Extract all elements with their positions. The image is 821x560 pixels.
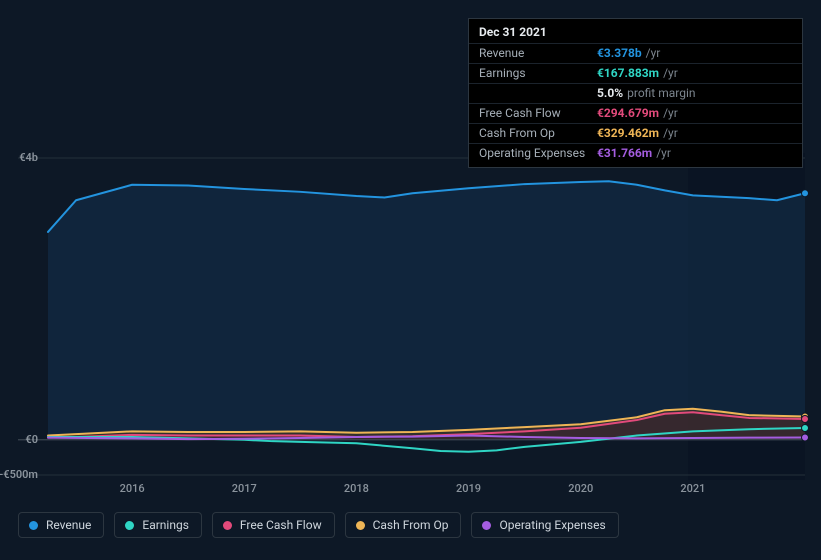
legend-dot-icon <box>29 521 38 530</box>
legend-item-earnings[interactable]: Earnings <box>114 512 202 538</box>
y-axis-tick-label: €4b <box>0 151 38 164</box>
legend-dot-icon <box>125 521 134 530</box>
tooltip-row-unit: /yr <box>663 66 678 81</box>
tooltip-title: Dec 31 2021 <box>469 25 802 43</box>
x-axis-tick-label: 2021 <box>680 482 705 495</box>
chart-tooltip: Dec 31 2021 Revenue€3.378b/yrEarnings€16… <box>468 18 803 168</box>
legend-item-operating_expenses[interactable]: Operating Expenses <box>471 512 618 538</box>
legend-item-label: Operating Expenses <box>499 518 605 532</box>
tooltip-row-unit: /yr <box>663 126 678 141</box>
tooltip-row-label: Operating Expenses <box>479 146 597 161</box>
legend-item-label: Cash From Op <box>373 518 449 532</box>
tooltip-row-value: €31.766m <box>597 146 652 161</box>
legend-item-revenue[interactable]: Revenue <box>18 512 104 538</box>
legend-item-label: Earnings <box>142 518 189 532</box>
tooltip-row-label <box>479 86 597 101</box>
legend-item-label: Free Cash Flow <box>240 518 322 532</box>
tooltip-row-value: €167.883m <box>597 66 659 81</box>
tooltip-row-label: Earnings <box>479 66 597 81</box>
tooltip-row-unit: /yr <box>646 46 661 61</box>
tooltip-row-label: Cash From Op <box>479 126 597 141</box>
x-axis-tick-label: 2019 <box>456 482 481 495</box>
legend-item-free_cash_flow[interactable]: Free Cash Flow <box>212 512 335 538</box>
tooltip-row: Operating Expenses€31.766m/yr <box>469 143 802 163</box>
legend-dot-icon <box>223 521 232 530</box>
legend-item-label: Revenue <box>46 518 91 532</box>
tooltip-row-label: Revenue <box>479 46 597 61</box>
legend-item-cash_from_op[interactable]: Cash From Op <box>345 512 462 538</box>
tooltip-row: Revenue€3.378b/yr <box>469 43 802 63</box>
tooltip-row-label: Free Cash Flow <box>479 106 597 121</box>
tooltip-row-value: 5.0% <box>597 86 623 101</box>
x-axis-tick-label: 2020 <box>568 482 593 495</box>
x-axis-tick-label: 2018 <box>344 482 369 495</box>
tooltip-row-value: €294.679m <box>597 106 659 121</box>
tooltip-row-unit: /yr <box>663 106 678 121</box>
x-axis-tick-label: 2016 <box>120 482 145 495</box>
legend-dot-icon <box>482 521 491 530</box>
legend-dot-icon <box>356 521 365 530</box>
y-axis-tick-label: -€500m <box>0 468 38 481</box>
tooltip-row: Free Cash Flow€294.679m/yr <box>469 103 802 123</box>
y-axis-tick-label: €0 <box>0 433 38 446</box>
chart-legend: Revenue Earnings Free Cash Flow Cash From O… <box>18 512 619 538</box>
tooltip-row: 5.0% profit margin <box>469 83 802 103</box>
tooltip-row-value: €3.378b <box>597 46 642 61</box>
tooltip-row-unit: /yr <box>656 146 671 161</box>
tooltip-row-value: €329.462m <box>597 126 659 141</box>
x-axis-tick-label: 2017 <box>232 482 257 495</box>
tooltip-row-unit: profit margin <box>627 86 695 101</box>
tooltip-row: Cash From Op€329.462m/yr <box>469 123 802 143</box>
tooltip-row: Earnings€167.883m/yr <box>469 63 802 83</box>
